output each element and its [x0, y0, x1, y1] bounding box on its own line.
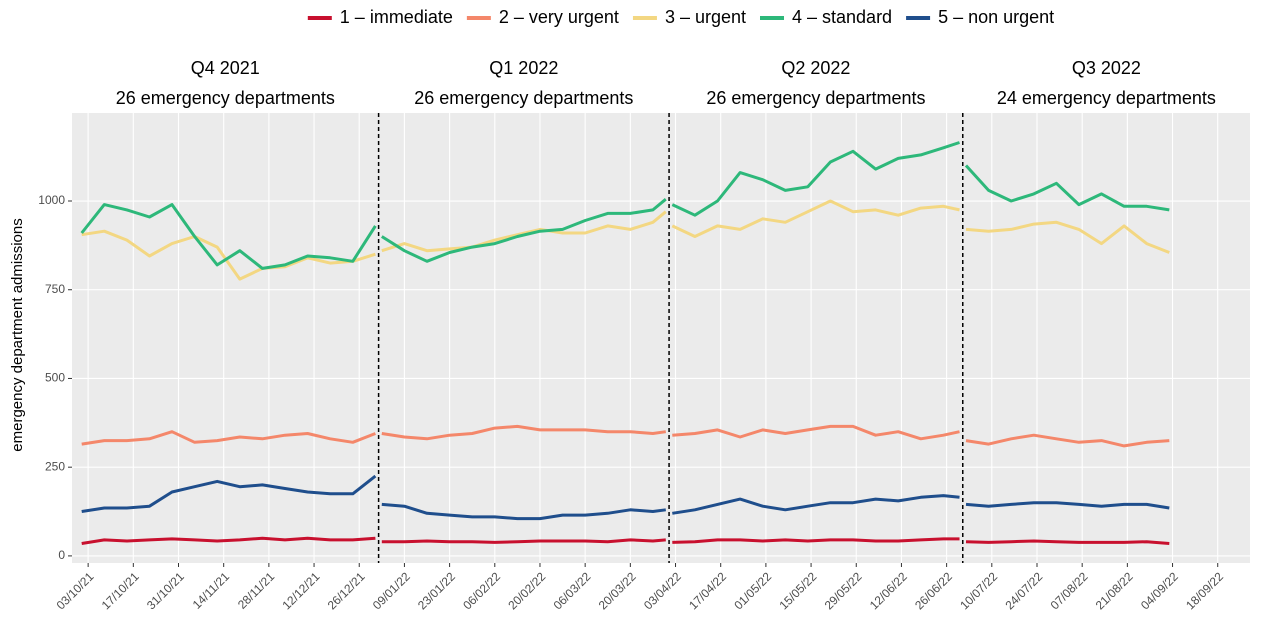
x-tick-label: 17/04/22 [686, 569, 729, 612]
x-tick-label: 10/07/22 [957, 569, 1000, 612]
panel-title: Q2 2022 [781, 58, 850, 78]
x-tick-label: 03/04/22 [641, 569, 684, 612]
x-tick-label: 20/02/22 [505, 569, 548, 612]
series-line [81, 424, 1170, 448]
y-tick-label: 750 [45, 282, 65, 296]
panel-subtitle: 26 emergency departments [116, 88, 335, 108]
panel-subtitle: 26 emergency departments [414, 88, 633, 108]
x-tick-label: 12/12/21 [279, 569, 322, 612]
x-tick-label: 09/01/22 [370, 569, 413, 612]
x-tick-label: 29/05/22 [822, 569, 865, 612]
legend-label: 2 – very urgent [499, 7, 619, 27]
panel-title: Q4 2021 [191, 58, 260, 78]
series-line [81, 474, 1170, 521]
y-axis-title: emergency department admissions [9, 218, 26, 451]
x-tick-label: 01/05/22 [731, 569, 774, 612]
x-tick-label: 03/10/21 [54, 569, 97, 612]
series-line [80, 141, 1170, 270]
plot-background [72, 113, 1250, 563]
x-tick-label: 06/02/22 [460, 569, 503, 612]
panel-title: Q1 2022 [489, 58, 558, 78]
x-tick-label: 26/06/22 [912, 569, 955, 612]
x-tick-label: 15/05/22 [777, 569, 820, 612]
panel-title: Q3 2022 [1072, 58, 1141, 78]
y-tick-label: 1000 [38, 193, 65, 207]
x-tick-label: 28/11/21 [235, 569, 278, 612]
series-line [81, 536, 1170, 545]
legend-label: 1 – immediate [340, 7, 453, 27]
x-tick-label: 14/11/21 [190, 569, 233, 612]
x-tick-label: 20/03/22 [596, 569, 639, 612]
x-tick-label: 17/10/21 [99, 569, 142, 612]
x-tick-label: 24/07/22 [1002, 569, 1045, 612]
x-tick-label: 18/09/22 [1183, 569, 1226, 612]
x-tick-label: 12/06/22 [867, 569, 910, 612]
panel-subtitle: 24 emergency departments [997, 88, 1216, 108]
x-tick-label: 26/12/21 [325, 569, 368, 612]
x-tick-label: 04/09/22 [1138, 569, 1181, 612]
y-tick-label: 0 [58, 548, 65, 562]
legend-label: 4 – standard [792, 7, 892, 27]
x-tick-label: 23/01/22 [415, 569, 458, 612]
y-tick-label: 250 [45, 459, 65, 473]
panel-subtitle: 26 emergency departments [706, 88, 925, 108]
x-tick-label: 21/08/22 [1093, 569, 1136, 612]
legend-label: 3 – urgent [665, 7, 746, 27]
x-tick-label: 31/10/21 [144, 569, 187, 612]
x-tick-label: 06/03/22 [551, 569, 594, 612]
x-tick-label: 07/08/22 [1048, 569, 1091, 612]
legend-label: 5 – non urgent [938, 7, 1054, 27]
series-line [81, 199, 1170, 281]
y-tick-label: 500 [45, 371, 65, 385]
